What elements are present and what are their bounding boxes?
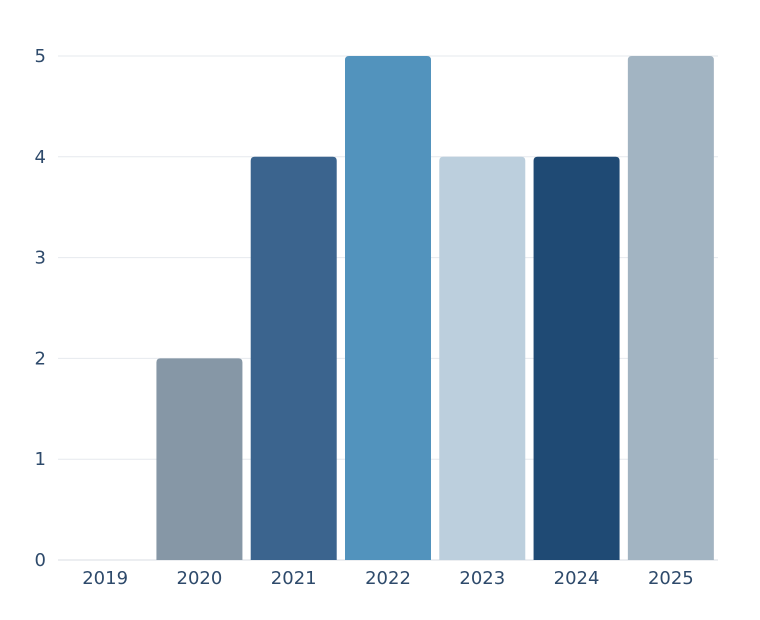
bar-2021[interactable] [250,156,337,561]
x-axis-ticks: 2019 2020 2021 2022 2023 2024 2025 [82,568,694,589]
bar-2023[interactable] [439,156,526,561]
bar-2025[interactable] [627,56,714,560]
bars [156,56,714,561]
y-tick-label: 3 [35,248,46,269]
x-tick-label: 2021 [271,568,317,589]
y-tick-label: 0 [35,550,46,571]
x-tick-label: 2019 [82,568,128,589]
y-axis-ticks: 0 1 2 3 4 5 [35,46,46,571]
x-tick-label: 2025 [648,568,694,589]
y-tick-label: 1 [35,449,46,470]
x-tick-label: 2022 [365,568,411,589]
x-tick-label: 2024 [554,568,600,589]
bar-2024[interactable] [533,156,620,561]
bar-2020[interactable] [156,358,243,560]
y-tick-label: 2 [35,348,46,369]
y-tick-label: 4 [35,147,46,168]
x-tick-label: 2020 [177,568,223,589]
y-tick-label: 5 [35,46,46,67]
x-tick-label: 2023 [459,568,505,589]
bar-2022[interactable] [345,56,431,560]
